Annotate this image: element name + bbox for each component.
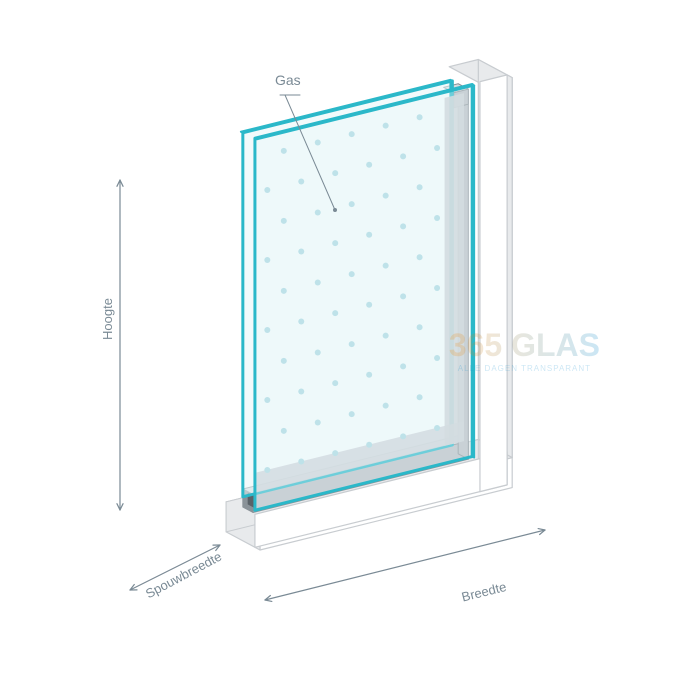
gas-label: Gas	[275, 72, 301, 88]
watermark-tagline: ALLE DAGEN TRANSPARANT	[449, 364, 600, 373]
watermark-brand: 365 GLAS	[449, 327, 600, 364]
watermark: 365 GLAS ALLE DAGEN TRANSPARANT	[449, 327, 600, 373]
height-label: Hoogte	[100, 298, 115, 340]
